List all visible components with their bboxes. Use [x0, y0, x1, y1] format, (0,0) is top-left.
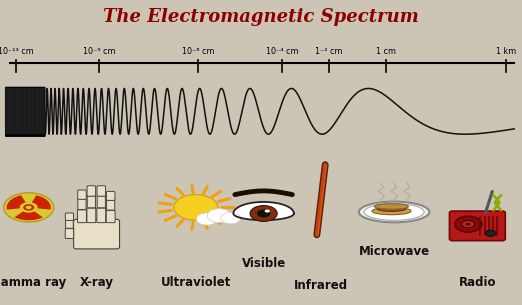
- Text: Ultraviolet: Ultraviolet: [161, 276, 231, 289]
- Text: Microwave: Microwave: [359, 245, 430, 258]
- Text: 10⁻⁶ cm: 10⁻⁶ cm: [182, 47, 215, 56]
- FancyBboxPatch shape: [87, 196, 96, 208]
- Text: Gamma ray: Gamma ray: [0, 276, 66, 289]
- Circle shape: [455, 216, 482, 232]
- FancyBboxPatch shape: [97, 196, 105, 208]
- Ellipse shape: [377, 206, 406, 211]
- Circle shape: [485, 230, 496, 236]
- FancyBboxPatch shape: [78, 190, 86, 199]
- Text: X-ray: X-ray: [79, 276, 114, 289]
- Ellipse shape: [359, 202, 429, 222]
- Text: 1 cm: 1 cm: [376, 47, 396, 56]
- FancyBboxPatch shape: [97, 208, 105, 223]
- Circle shape: [4, 193, 54, 222]
- Text: 1 km: 1 km: [496, 47, 516, 56]
- FancyBboxPatch shape: [74, 219, 120, 249]
- Text: 10⁻⁹ cm: 10⁻⁹ cm: [83, 47, 115, 56]
- Circle shape: [466, 223, 471, 226]
- Text: Infrared: Infrared: [294, 279, 348, 292]
- Ellipse shape: [372, 207, 411, 215]
- Text: 10⁻¹³ cm: 10⁻¹³ cm: [0, 47, 33, 56]
- FancyBboxPatch shape: [449, 211, 505, 241]
- Text: Radio: Radio: [459, 276, 496, 289]
- Ellipse shape: [375, 204, 408, 209]
- Text: 1⁻² cm: 1⁻² cm: [315, 47, 342, 56]
- FancyBboxPatch shape: [66, 220, 73, 228]
- Text: Visible: Visible: [242, 257, 286, 270]
- Wedge shape: [15, 211, 43, 220]
- Circle shape: [250, 206, 277, 221]
- FancyBboxPatch shape: [87, 186, 96, 196]
- FancyBboxPatch shape: [106, 210, 115, 223]
- Ellipse shape: [364, 204, 424, 220]
- Text: The Electromagnetic Spectrum: The Electromagnetic Spectrum: [103, 8, 419, 26]
- Wedge shape: [7, 195, 26, 210]
- FancyBboxPatch shape: [65, 229, 74, 239]
- Circle shape: [257, 210, 270, 217]
- Circle shape: [462, 221, 474, 228]
- Circle shape: [26, 206, 32, 209]
- FancyBboxPatch shape: [65, 213, 74, 221]
- FancyBboxPatch shape: [87, 208, 96, 223]
- Circle shape: [207, 209, 231, 223]
- Circle shape: [23, 204, 34, 211]
- FancyBboxPatch shape: [97, 186, 105, 196]
- Text: 10⁻⁴ cm: 10⁻⁴ cm: [266, 47, 298, 56]
- FancyBboxPatch shape: [106, 200, 115, 210]
- FancyBboxPatch shape: [77, 210, 86, 223]
- Circle shape: [174, 195, 218, 220]
- Circle shape: [265, 210, 270, 213]
- Polygon shape: [233, 202, 294, 220]
- FancyBboxPatch shape: [78, 199, 86, 210]
- Wedge shape: [32, 195, 51, 210]
- Circle shape: [221, 212, 241, 224]
- FancyBboxPatch shape: [106, 192, 115, 200]
- Circle shape: [196, 213, 217, 225]
